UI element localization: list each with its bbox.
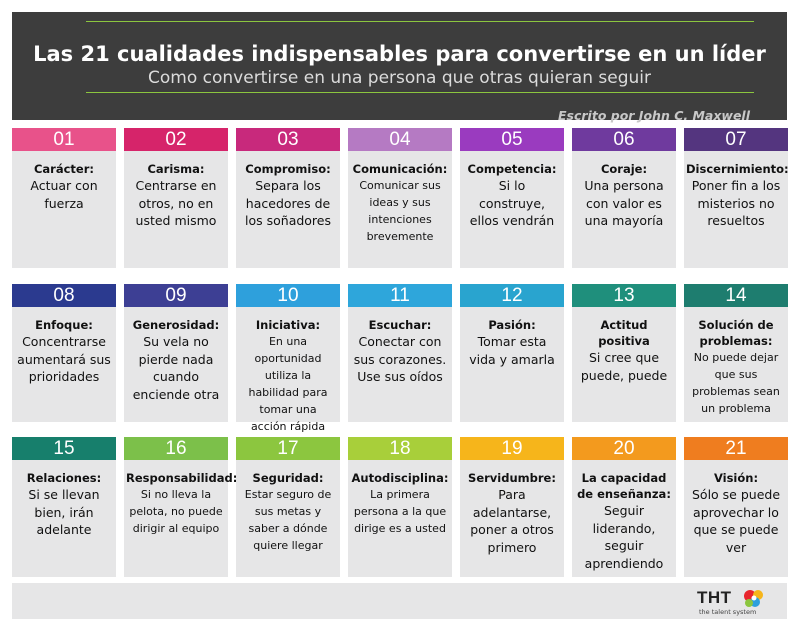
page-title: Las 21 cualidades indispensables para co… [33, 42, 766, 66]
quality-title: Escuchar: [368, 318, 432, 332]
quality-number: 20 [572, 437, 676, 460]
quality-title: Servidumbre: [468, 471, 556, 485]
quality-card: 03 Compromiso: Separa los hacedores de los… [236, 128, 340, 268]
quality-number: 09 [124, 284, 228, 307]
quality-description: Una persona con valor es una mayoría [584, 178, 664, 228]
quality-card: 16 Responsabilidad: Si no lleva la pelota,… [124, 437, 238, 577]
quality-card: 20 La capacidad de enseñanza: Seguir lider… [572, 437, 676, 577]
logo-flower-icon [744, 590, 763, 607]
quality-card: 11 Escuchar: Conectar con sus corazones. U… [348, 284, 452, 422]
header-banner: Las 21 cualidades indispensables para co… [12, 12, 787, 123]
footer-bar: THT the talent system [12, 583, 787, 619]
quality-title: La capacidad de enseñanza: [577, 471, 671, 501]
quality-title: Actitud positiva [598, 318, 650, 348]
quality-title: Enfoque: [35, 318, 93, 332]
page-subtitle: Como convertirse en una persona que otra… [148, 68, 651, 88]
quality-title: Pasión: [488, 318, 536, 332]
quality-number: 02 [124, 128, 228, 151]
quality-title: Solución de problemas: [698, 318, 774, 348]
quality-number: 04 [348, 128, 452, 151]
quality-description: No puede dejar que sus problemas sean un… [692, 351, 780, 415]
quality-description: Sólo se puede aprovechar lo que se puede… [691, 487, 781, 555]
quality-card: 04 Comunicación: Comunicar sus ideas y sus… [348, 128, 452, 268]
author-credit: Escrito por John C. Maxwell [558, 108, 750, 123]
quality-title: Competencia: [467, 162, 557, 176]
quality-number: 10 [236, 284, 340, 307]
quality-card: 10 Iniciativa: En una oportunidad utiliza … [236, 284, 340, 433]
quality-description: Si lo construye, ellos vendrán [469, 178, 555, 228]
quality-description: Estar seguro de sus metas y saber a dónd… [244, 488, 332, 552]
quality-card: 17 Seguridad: Estar seguro de sus metas y … [236, 437, 340, 577]
quality-description: Para adelantarse, poner a otros primero [470, 487, 554, 555]
quality-number: 06 [572, 128, 676, 151]
quality-description: Su vela no pierde nada cuando enciende o… [132, 334, 220, 402]
quality-card: 18 Autodisciplina: La primera persona a la… [348, 437, 452, 577]
quality-number: 08 [12, 284, 116, 307]
quality-card: 15 Relaciones: Si se llevan bien, irán ade… [12, 437, 116, 577]
quality-title: Responsabilidad: [126, 471, 238, 485]
quality-description: La primera persona a la que dirige es a … [353, 488, 447, 535]
quality-title: Comunicación: [352, 162, 448, 176]
quality-title: Seguridad: [252, 471, 324, 485]
quality-title: Relaciones: [26, 471, 102, 485]
quality-description: Separa los hacedores de los soñadores [245, 178, 331, 228]
quality-title: Generosidad: [132, 318, 220, 332]
quality-card: 21 Visión: Sólo se puede aprovechar lo que… [684, 437, 788, 577]
top-divider [86, 21, 754, 22]
tht-logo: THT the talent system [697, 588, 767, 616]
quality-card: 01 Carácter: Actuar con fuerza [12, 128, 116, 268]
quality-number: 14 [684, 284, 788, 307]
quality-title: Autodisciplina: [351, 471, 449, 485]
quality-number: 19 [460, 437, 564, 460]
quality-number: 07 [684, 128, 788, 151]
quality-description: Concentrarse aumentará sus prioridades [17, 334, 111, 384]
quality-number: 05 [460, 128, 564, 151]
quality-description: Si no lleva la pelota, no puede dirigir … [129, 488, 223, 535]
quality-description: Si cree que puede, puede [580, 350, 668, 383]
quality-card: 12 Pasión: Tomar esta vida y amarla [460, 284, 564, 422]
quality-number: 18 [348, 437, 452, 460]
quality-number: 03 [236, 128, 340, 151]
logo-text: THT [697, 588, 732, 607]
quality-description: Comunicar sus ideas y sus intenciones br… [359, 179, 441, 243]
quality-description: Poner fin a los misterios no resueltos [691, 178, 781, 228]
quality-card: 05 Competencia: Si lo construye, ellos ven… [460, 128, 564, 268]
logo-tagline: the talent system [699, 608, 757, 616]
bottom-divider [86, 92, 754, 93]
quality-description: Si se llevan bien, irán adelante [28, 487, 100, 537]
quality-number: 11 [348, 284, 452, 307]
quality-title: Visión: [713, 471, 759, 485]
quality-description: Conectar con sus corazones. Use sus oído… [353, 334, 447, 384]
quality-description: Seguir liderando, seguir aprendiendo [584, 503, 664, 571]
quality-description: Actuar con fuerza [30, 178, 98, 211]
quality-card: 09 Generosidad: Su vela no pierde nada cua… [124, 284, 228, 422]
quality-number: 12 [460, 284, 564, 307]
quality-number: 01 [12, 128, 116, 151]
quality-card: 19 Servidumbre: Para adelantarse, poner a … [460, 437, 564, 577]
quality-card: 08 Enfoque: Concentrarse aumentará sus pri… [12, 284, 116, 422]
quality-card: 14 Solución de problemas: No puede dejar q… [684, 284, 788, 422]
quality-card: 07 Discernimiento: Poner fin a los misteri… [684, 128, 789, 268]
quality-number: 15 [12, 437, 116, 460]
quality-title: Coraje: [600, 162, 648, 176]
quality-description: En una oportunidad utiliza la habilidad … [248, 335, 328, 433]
quality-number: 13 [572, 284, 676, 307]
quality-number: 21 [684, 437, 788, 460]
quality-title: Compromiso: [245, 162, 331, 176]
quality-description: Tomar esta vida y amarla [469, 334, 555, 367]
quality-title: Iniciativa: [255, 318, 321, 332]
quality-number: 17 [236, 437, 340, 460]
quality-card: 06 Coraje: Una persona con valor es una ma… [572, 128, 676, 268]
quality-card: 13 Actitud positiva Si cree que puede, pue… [572, 284, 676, 422]
quality-description: Centrarse en otros, no en usted mismo [135, 178, 217, 228]
quality-number: 16 [124, 437, 228, 460]
quality-title: Discernimiento: [686, 162, 789, 176]
quality-title: Carisma: [147, 162, 205, 176]
quality-title: Carácter: [33, 162, 94, 176]
quality-card: 02 Carisma: Centrarse en otros, no en uste… [124, 128, 228, 268]
